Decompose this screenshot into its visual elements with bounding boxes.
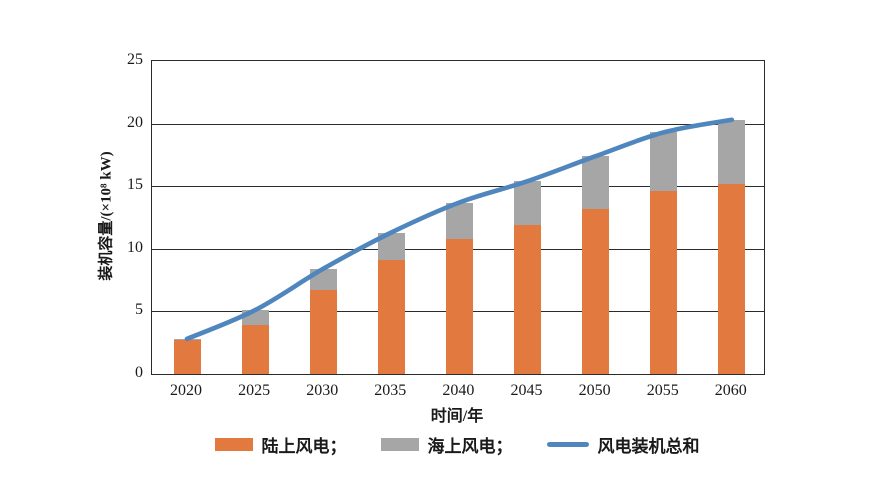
- legend: 陆上风电； 海上风电； 风电装机总和: [131, 432, 783, 456]
- x-tick-2055: 2055: [646, 382, 679, 399]
- bar-offshore-2050: [582, 156, 610, 209]
- y-tick-10: 10: [127, 238, 143, 256]
- plot-area: [151, 60, 765, 375]
- x-tick-2020: 2020: [170, 382, 202, 399]
- total-line: [184, 117, 735, 342]
- x-axis-label: 时间/年: [430, 408, 484, 425]
- total-line-path: [184, 117, 735, 342]
- x-tick-2030: 2030: [306, 382, 339, 399]
- gridline-15: [152, 186, 764, 188]
- y-axis-label: 装机容量/(×10⁸ kW): [98, 151, 115, 281]
- legend-item-onshore: 陆上风电；: [214, 432, 347, 457]
- bar-onshore-2020: [173, 340, 201, 374]
- gridline-20: [152, 123, 764, 125]
- x-tick-2035: 2035: [374, 382, 407, 399]
- bar-onshore-2050: [582, 208, 610, 374]
- bar-onshore-2025: [241, 325, 269, 374]
- onshore-swatch-icon: [214, 437, 253, 451]
- bar-offshore-2040: [445, 202, 473, 239]
- legend-label-onshore: 陆上风电；: [261, 436, 347, 456]
- y-tick-15: 15: [127, 176, 143, 194]
- legend-item-total: 风电装机总和: [546, 432, 700, 457]
- bar-onshore-2055: [650, 191, 678, 374]
- y-tick-25: 25: [127, 51, 143, 68]
- bar-onshore-2060: [718, 183, 746, 374]
- bar-onshore-2040: [445, 238, 473, 374]
- x-tick-2045: 2045: [510, 382, 543, 399]
- bar-offshore-2045: [514, 181, 541, 226]
- bar-onshore-2030: [309, 290, 337, 374]
- x-tick-2060: 2060: [714, 382, 747, 399]
- bar-onshore-2035: [377, 260, 405, 374]
- legend-item-offshore: 海上风电；: [380, 432, 513, 457]
- x-tick-2050: 2050: [578, 382, 611, 399]
- bar-offshore-2055: [650, 132, 678, 192]
- y-tick-20: 20: [127, 113, 143, 131]
- bar-onshore-2045: [514, 225, 541, 374]
- legend-label-offshore: 海上风电；: [427, 436, 513, 456]
- x-tick-2040: 2040: [442, 382, 475, 399]
- y-tick-0: 0: [135, 364, 143, 381]
- legend-label-total: 风电装机总和: [597, 436, 700, 456]
- total-line-swatch-icon: [546, 441, 589, 447]
- x-tick-2025: 2025: [238, 382, 271, 399]
- y-tick-5: 5: [135, 301, 143, 319]
- offshore-swatch-icon: [380, 437, 419, 451]
- bar-offshore-2060: [718, 119, 746, 184]
